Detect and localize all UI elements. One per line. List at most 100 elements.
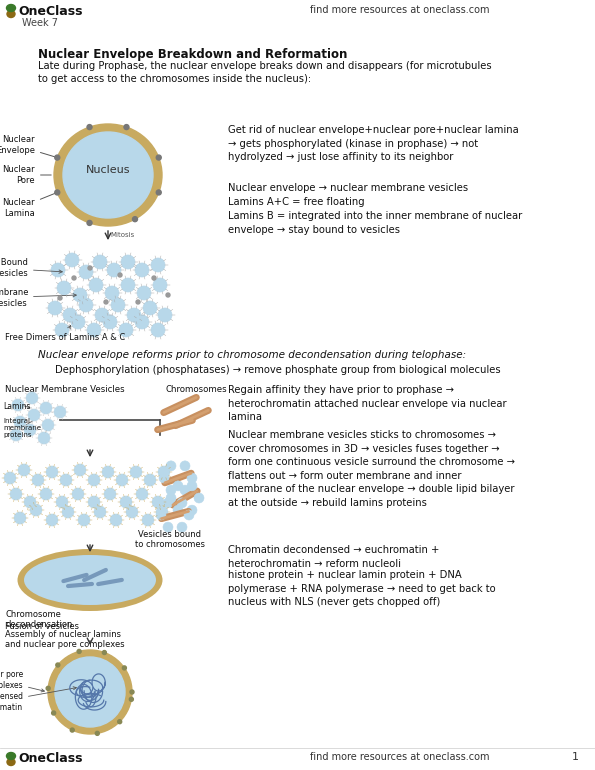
Circle shape	[166, 485, 176, 495]
Text: Week 7: Week 7	[22, 18, 58, 28]
Circle shape	[55, 155, 60, 160]
Circle shape	[123, 666, 126, 670]
Circle shape	[95, 308, 109, 322]
Text: 1: 1	[572, 752, 578, 762]
Circle shape	[55, 323, 69, 337]
Circle shape	[152, 276, 156, 280]
Circle shape	[177, 498, 187, 508]
Text: Vesicles bound
to chromosomes: Vesicles bound to chromosomes	[135, 530, 205, 550]
Circle shape	[62, 506, 74, 518]
Circle shape	[187, 473, 197, 483]
Circle shape	[180, 461, 190, 471]
Circle shape	[153, 278, 167, 292]
Ellipse shape	[7, 752, 15, 759]
Circle shape	[46, 466, 58, 478]
Circle shape	[118, 720, 122, 724]
Text: Get rid of nuclear envelope+nuclear pore+nuclear lamina
→ gets phosphorylated (k: Get rid of nuclear envelope+nuclear pore…	[228, 125, 519, 162]
Circle shape	[130, 690, 134, 694]
Circle shape	[28, 409, 40, 421]
Ellipse shape	[17, 549, 162, 611]
Ellipse shape	[7, 5, 15, 12]
Circle shape	[72, 488, 84, 500]
Circle shape	[135, 263, 149, 277]
Text: Chromosomes: Chromosomes	[165, 385, 227, 394]
Text: histone protein + nuclear lamin protein + DNA
polymerase + RNA polymerase → need: histone protein + nuclear lamin protein …	[228, 570, 496, 608]
Circle shape	[55, 190, 60, 195]
Ellipse shape	[7, 758, 15, 765]
Circle shape	[70, 728, 74, 732]
Circle shape	[74, 464, 86, 476]
Circle shape	[46, 686, 50, 691]
Circle shape	[159, 473, 169, 483]
Circle shape	[151, 258, 165, 272]
Circle shape	[95, 732, 99, 735]
Text: OneClass: OneClass	[18, 5, 83, 18]
Circle shape	[14, 512, 26, 524]
Text: Mitosis: Mitosis	[110, 232, 134, 238]
Circle shape	[119, 323, 133, 337]
Circle shape	[129, 698, 133, 701]
Text: Nuclear
Envelope: Nuclear Envelope	[0, 136, 55, 157]
Circle shape	[12, 399, 24, 411]
Circle shape	[42, 419, 54, 431]
Text: Lamins: Lamins	[3, 402, 30, 411]
Circle shape	[163, 498, 173, 508]
Circle shape	[120, 496, 132, 508]
Circle shape	[102, 466, 114, 478]
Circle shape	[177, 522, 187, 532]
Text: Regain affinity they have prior to prophase →
heterochromatin attached nuclear e: Regain affinity they have prior to proph…	[228, 385, 506, 422]
Circle shape	[40, 488, 52, 500]
Ellipse shape	[63, 132, 153, 218]
Circle shape	[116, 474, 128, 486]
Circle shape	[163, 522, 173, 532]
Circle shape	[166, 293, 170, 297]
Circle shape	[55, 657, 125, 727]
Circle shape	[156, 510, 166, 520]
Circle shape	[158, 308, 172, 322]
Circle shape	[173, 505, 183, 515]
Text: Integral
membrane
proteins: Integral membrane proteins	[3, 418, 41, 438]
Text: Decondensed
chromatin: Decondensed chromatin	[0, 687, 76, 711]
Circle shape	[166, 493, 176, 503]
Circle shape	[126, 506, 138, 518]
Circle shape	[156, 506, 168, 518]
Circle shape	[103, 315, 117, 329]
Circle shape	[107, 263, 121, 277]
Text: Nuclear
Pore: Nuclear Pore	[2, 166, 51, 185]
Text: Nuclear membrane vesicles sticks to chromosomes →
cover chromosomes in 3D → vesi: Nuclear membrane vesicles sticks to chro…	[228, 430, 515, 508]
Circle shape	[104, 488, 116, 500]
Circle shape	[158, 466, 170, 478]
Circle shape	[124, 125, 129, 129]
Text: Nuclear
Lamina: Nuclear Lamina	[2, 193, 55, 218]
Circle shape	[26, 392, 38, 404]
Circle shape	[89, 278, 103, 292]
Circle shape	[151, 323, 165, 337]
Circle shape	[24, 496, 36, 508]
Ellipse shape	[54, 124, 162, 226]
Text: Dephosphorylation (phosphatases) → remove phosphate group from biological molecu: Dephosphorylation (phosphatases) → remov…	[55, 365, 500, 375]
Circle shape	[73, 288, 87, 302]
Circle shape	[144, 474, 156, 486]
Circle shape	[152, 496, 164, 508]
Circle shape	[63, 308, 77, 322]
Circle shape	[88, 266, 92, 270]
Circle shape	[105, 286, 119, 300]
Circle shape	[187, 505, 197, 515]
Circle shape	[58, 296, 62, 300]
Circle shape	[121, 255, 135, 269]
Circle shape	[56, 496, 68, 508]
Text: Chromosome
decondensation: Chromosome decondensation	[5, 610, 73, 629]
Circle shape	[32, 474, 44, 486]
Circle shape	[48, 650, 132, 734]
Circle shape	[65, 253, 79, 267]
Text: Nuclear envelope → nuclear membrane vesicles
Lamins A+C = free floating
Lamins B: Nuclear envelope → nuclear membrane vesi…	[228, 183, 522, 235]
Circle shape	[187, 481, 197, 491]
Circle shape	[111, 298, 125, 312]
Circle shape	[156, 190, 161, 195]
Circle shape	[156, 155, 161, 160]
Circle shape	[102, 651, 107, 654]
Text: Free Dimers of Lamins A & C: Free Dimers of Lamins A & C	[5, 326, 126, 343]
Text: Fusion of vesicles: Fusion of vesicles	[5, 622, 79, 631]
Circle shape	[87, 323, 101, 337]
Circle shape	[184, 510, 194, 520]
